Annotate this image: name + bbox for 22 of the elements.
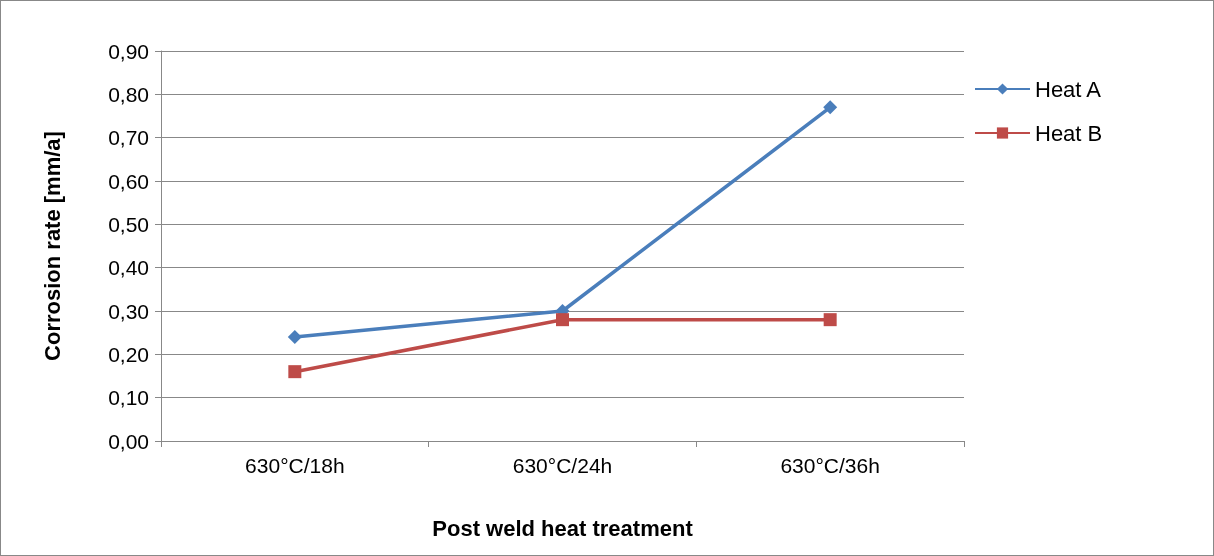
legend-label: Heat A: [1035, 76, 1102, 102]
y-tick-label: 0,60: [108, 169, 149, 193]
y-tick-label: 0,70: [108, 126, 149, 150]
x-tick-label: 630°C/36h: [780, 454, 880, 477]
y-tick-label: 0,40: [108, 256, 149, 280]
y-axis-title: Corrosion rate [mm/a]: [39, 131, 65, 361]
point: [556, 313, 569, 327]
y-tick-label: 0,00: [108, 429, 149, 453]
x-axis-title: Post weld heat treatment: [432, 515, 694, 541]
point: [288, 365, 302, 379]
legend-label: Heat B: [1035, 120, 1103, 146]
x-tick-label: 630°C/18h: [245, 454, 345, 477]
y-tick-label: 0,20: [108, 342, 149, 366]
x-tick-label: 630°C/24h: [512, 454, 613, 477]
y-tick-label: 0,80: [108, 82, 149, 106]
y-tick-label: 0,10: [108, 386, 149, 410]
y-tick-label: 0,90: [108, 39, 149, 63]
y-tick-label: 0,50: [108, 212, 149, 236]
point: [823, 313, 837, 327]
point: [823, 100, 838, 115]
y-tick-label: 0,30: [108, 299, 149, 323]
point: [287, 330, 302, 344]
